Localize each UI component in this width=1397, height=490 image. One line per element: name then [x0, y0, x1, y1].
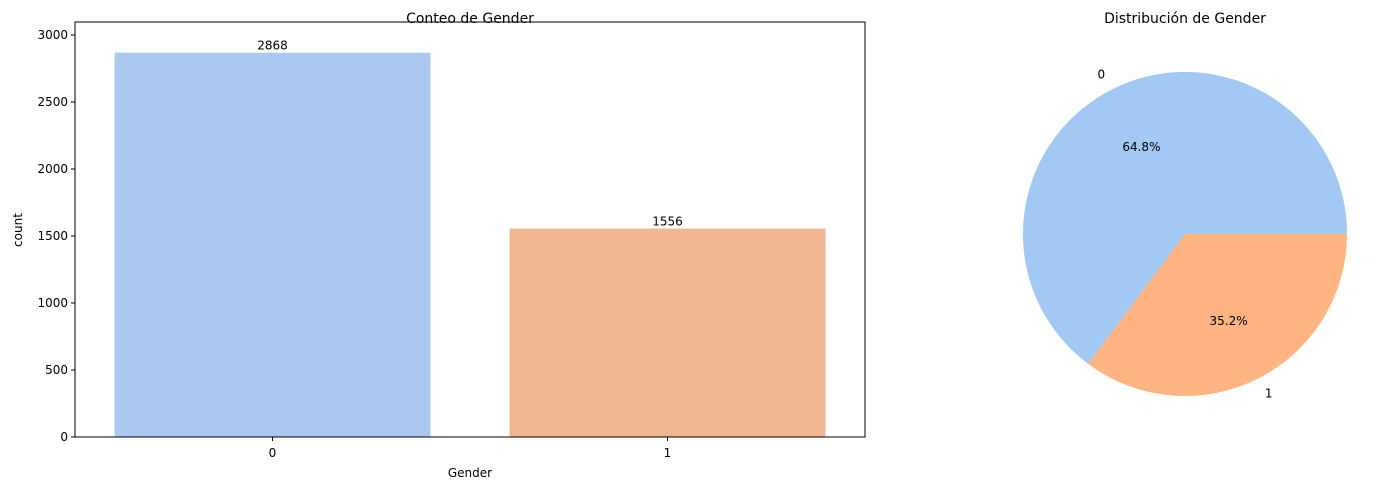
y-tick-label: 3000 [37, 28, 68, 42]
bar-chart-title: Conteo de Gender [406, 11, 534, 27]
y-tick-label: 1500 [37, 229, 68, 243]
y-tick-label: 1000 [37, 296, 68, 310]
pie-slice-label-0: 0 [1097, 68, 1105, 82]
pie-chart: Distribución de Gender 64.8% 0 35.2% 1 [1022, 11, 1347, 400]
y-tick-label: 500 [45, 363, 68, 377]
bar-0 [114, 52, 431, 438]
pie-pct-label-0: 64.8% [1122, 140, 1160, 154]
x-tick-label-0: 0 [269, 446, 277, 460]
y-tick-label: 2500 [37, 95, 68, 109]
bar-plot-area: 2868 0 1556 1 0 500 1000 1500 2000 2500 3000 [37, 28, 826, 460]
pie-pct-label-1: 35.2% [1210, 314, 1248, 328]
bar-x-axis-label: Gender [448, 466, 492, 480]
bar-chart: Conteo de Gender 28680155610500100015002… [11, 11, 866, 480]
pie-slice-label-1: 1 [1265, 386, 1273, 400]
pie-plot-area: 64.8% 0 35.2% 1 [1022, 68, 1347, 400]
bar-data-label-1: 1556 [652, 214, 683, 228]
bar-plot-frame [74, 21, 866, 438]
y-tick-label: 0 [60, 430, 68, 444]
bar-1 [509, 228, 826, 437]
y-tick-label: 2000 [37, 162, 68, 176]
pie-slice-0 [1022, 71, 1347, 364]
pie-slice-1 [1088, 234, 1347, 396]
x-tick-label-1: 1 [664, 446, 672, 460]
bar-data-label-0: 2868 [257, 39, 288, 53]
bar-y-axis-label: count [11, 213, 25, 247]
pie-chart-title: Distribución de Gender [1104, 11, 1266, 27]
